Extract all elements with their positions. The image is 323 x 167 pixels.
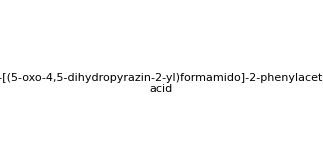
Text: 2-[(5-oxo-4,5-dihydropyrazin-2-yl)formamido]-2-phenylacetic acid: 2-[(5-oxo-4,5-dihydropyrazin-2-yl)formam… bbox=[0, 73, 323, 94]
